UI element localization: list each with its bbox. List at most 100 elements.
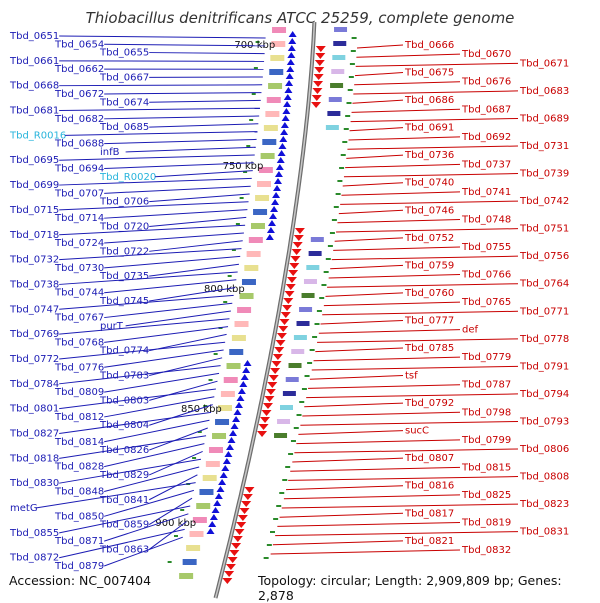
left-gene-label: Tbd_0879 (54, 561, 104, 572)
right-leader-line (319, 330, 460, 334)
minus-strand-gene (224, 451, 232, 457)
plus-strand-gene (222, 578, 232, 584)
right-gene-label: Tbd_0752 (404, 233, 454, 244)
right-leader-line (345, 164, 460, 167)
plus-strand-gene (282, 305, 292, 311)
left-leader-line (149, 100, 261, 102)
left-gene-label: Tbd_0718 (9, 230, 59, 241)
right-leader-line (312, 366, 518, 370)
minus-strand-gene (277, 157, 285, 163)
minus-strand-gene (270, 206, 278, 212)
orthology-color-block (255, 195, 269, 201)
minus-strand-gene (285, 80, 293, 86)
right-gene-label: Tbd_0760 (404, 288, 454, 299)
orthology-color-block (299, 307, 312, 312)
left-gene-label: Tbd_0694 (54, 164, 104, 175)
right-leader-line (275, 532, 518, 536)
plus-strand-gene (270, 368, 280, 374)
left-gene-label: Tbd_0654 (54, 39, 104, 50)
right-leader-line (351, 118, 518, 121)
right-gene-label: Tbd_0832 (461, 545, 511, 556)
right-leader-line (310, 376, 403, 380)
orthology-color-block (196, 503, 210, 509)
left-leader-line (59, 85, 262, 86)
right-leader-line (356, 54, 460, 57)
plus-strand-gene (287, 277, 297, 283)
left-leader-line (149, 264, 239, 276)
right-gene-label: Tbd_0731 (519, 141, 569, 152)
right-leader-line (357, 45, 403, 48)
minus-strand-gene (232, 416, 240, 422)
left-gene-label: Tbd_0812 (54, 412, 104, 423)
left-gene-label: Tbd_0828 (54, 462, 104, 473)
minus-strand-gene (244, 360, 252, 366)
right-gene-label: Tbd_0764 (519, 279, 569, 290)
orthology-color-block (334, 27, 347, 32)
minus-strand-gene (223, 458, 231, 464)
right-gene-label: Tbd_0794 (519, 389, 569, 400)
right-gene-label: Tbd_0778 (519, 334, 569, 345)
right-gene-label: Tbd_0676 (461, 77, 511, 88)
plus-strand-gene (316, 46, 326, 52)
plus-strand-gene (259, 424, 269, 430)
right-leader-line (325, 293, 403, 296)
plus-strand-gene (266, 389, 276, 395)
left-gene-label: Tbd_0695 (9, 155, 59, 166)
left-leader-line (149, 53, 264, 54)
left-gene-label: Tbd_0661 (9, 56, 59, 67)
plus-strand-gene (315, 53, 325, 59)
right-leader-line (286, 486, 403, 490)
right-gene-label: Tbd_0671 (519, 58, 569, 69)
left-gene-label: Tbd_0774 (99, 346, 149, 357)
orthology-color-block (253, 209, 267, 215)
orthology-color-block (203, 475, 217, 481)
left-leader-line (59, 61, 264, 62)
right-leader-line (296, 440, 460, 444)
minus-strand-gene (238, 388, 246, 394)
right-gene-label: Tbd_0751 (519, 224, 569, 235)
plus-strand-gene (233, 536, 243, 542)
minus-strand-gene (286, 73, 294, 79)
right-leader-line (271, 550, 460, 554)
minus-strand-gene (267, 227, 275, 233)
left-gene-label: Tbd_0848 (54, 486, 104, 497)
left-gene-label: Tbd_0772 (9, 354, 59, 365)
left-gene-label: Tbd_0776 (54, 362, 104, 373)
plus-strand-gene (273, 354, 283, 360)
plus-strand-gene (312, 88, 322, 94)
left-gene-label: Tbd_0699 (9, 180, 59, 191)
right-leader-line (333, 247, 460, 250)
minus-strand-gene (288, 38, 296, 44)
plus-strand-gene (276, 340, 286, 346)
right-gene-label: Tbd_0807 (404, 453, 454, 464)
orthology-color-block (283, 391, 296, 396)
right-leader-line (324, 302, 460, 306)
right-gene-label: Tbd_0675 (404, 68, 454, 79)
left-gene-label: Tbd_0768 (54, 337, 104, 348)
left-gene-label: Tbd_0672 (54, 89, 104, 100)
right-leader-line (292, 458, 403, 462)
left-leader-line (59, 202, 248, 210)
plus-strand-gene (243, 494, 253, 500)
right-gene-label: Tbd_0737 (461, 159, 511, 170)
plus-strand-gene (260, 417, 270, 423)
minus-strand-gene (287, 52, 295, 58)
right-gene-label: tsf (405, 371, 418, 382)
right-leader-line (322, 311, 518, 315)
left-leader-line (155, 171, 253, 177)
plus-strand-gene (235, 529, 245, 535)
orthology-color-block (330, 83, 343, 88)
plus-strand-gene (267, 382, 277, 388)
minus-strand-gene (271, 199, 279, 205)
orthology-color-block (286, 377, 299, 382)
left-gene-label: Tbd_0767 (54, 313, 104, 324)
right-gene-label: Tbd_0736 (404, 150, 454, 161)
orthology-color-block (331, 69, 344, 74)
minus-strand-gene (216, 486, 224, 492)
right-gene-label: Tbd_0779 (461, 352, 511, 363)
left-gene-label: Tbd_0855 (9, 528, 59, 539)
minus-strand-gene (284, 94, 292, 100)
minus-strand-gene (278, 150, 286, 156)
left-gene-label: Tbd_0827 (9, 429, 59, 440)
